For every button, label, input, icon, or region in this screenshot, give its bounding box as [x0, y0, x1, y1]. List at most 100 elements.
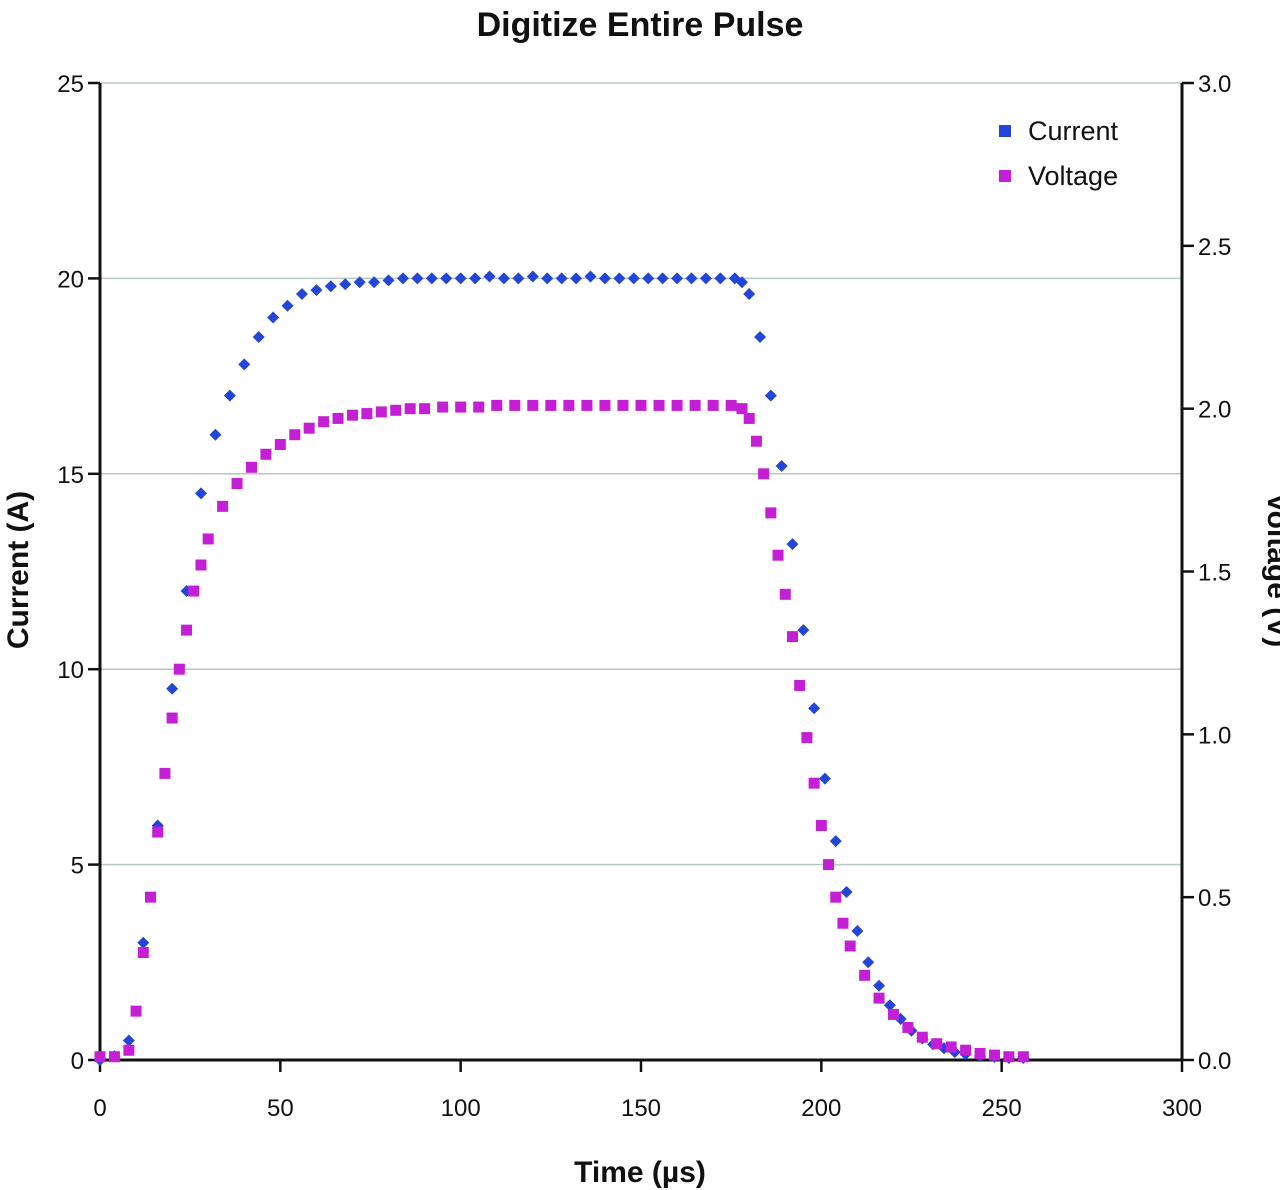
x-tick-label: 100	[441, 1095, 481, 1122]
data-point	[137, 936, 150, 949]
data-point	[491, 399, 503, 411]
data-point	[195, 559, 207, 571]
data-point	[252, 331, 265, 344]
data-point	[123, 1044, 135, 1056]
data-point	[883, 999, 896, 1012]
data-point	[797, 624, 810, 637]
tick-labels: 0 5 10 15 20 25 0.0 0.5 1.0 1.5 2.0 2.5 3.0 0 50 100 150…	[57, 71, 1231, 1122]
x-tick-label: 150	[621, 1095, 661, 1122]
data-point	[862, 956, 875, 969]
data-point	[419, 403, 431, 415]
data-point	[469, 272, 482, 285]
data-point	[526, 270, 539, 283]
data-point	[598, 272, 611, 285]
data-point	[1017, 1051, 1029, 1063]
data-point	[916, 1031, 928, 1043]
data-point	[808, 777, 820, 789]
legend-label: Current	[1028, 116, 1119, 146]
data-point	[396, 272, 409, 285]
data-point	[772, 549, 784, 561]
data-point	[202, 533, 214, 545]
data-point	[289, 429, 301, 441]
data-point	[527, 399, 539, 411]
x-tick-label: 300	[1162, 1095, 1202, 1122]
data-point	[223, 389, 236, 402]
data-point	[217, 500, 229, 512]
y-axis-label: Current (A)	[2, 491, 35, 649]
data-point	[873, 992, 885, 1004]
x-tick-label: 0	[93, 1095, 106, 1122]
data-point	[260, 448, 272, 460]
data-point	[188, 585, 200, 597]
data-point	[411, 272, 424, 285]
y-tick-label: 15	[57, 462, 84, 489]
data-point	[840, 885, 853, 898]
y-tick-label: 20	[57, 266, 84, 293]
y2-tick-label: 0.5	[1198, 885, 1231, 912]
data-point	[303, 422, 315, 434]
data-point	[837, 917, 849, 929]
data-point	[512, 272, 525, 285]
y2-tick-label: 1.0	[1198, 722, 1231, 749]
data-point	[159, 767, 171, 779]
data-point	[404, 403, 416, 415]
data-point	[295, 288, 308, 301]
data-point	[497, 272, 510, 285]
data-point	[599, 399, 611, 411]
data-point	[173, 663, 185, 675]
data-point	[231, 478, 243, 490]
chart-title: Digitize Entire Pulse	[477, 6, 804, 44]
data-point	[238, 358, 251, 371]
axes	[88, 81, 1194, 1072]
data-point	[455, 401, 467, 413]
data-point	[473, 401, 485, 413]
legend-label: Voltage	[1028, 161, 1118, 191]
data-point	[166, 712, 178, 724]
data-point	[563, 399, 575, 411]
data-marks	[94, 270, 1030, 1066]
data-point	[144, 891, 156, 903]
data-point	[931, 1038, 943, 1050]
data-point	[887, 1008, 899, 1020]
data-point	[332, 412, 344, 424]
data-point	[823, 859, 835, 871]
data-point	[815, 820, 827, 832]
data-point	[152, 826, 164, 838]
data-point	[375, 406, 387, 418]
data-point	[725, 399, 737, 411]
data-point	[851, 925, 864, 938]
data-point	[437, 401, 449, 413]
data-point	[267, 311, 280, 324]
data-point	[775, 459, 788, 472]
data-point	[873, 979, 886, 992]
data-point	[541, 272, 554, 285]
data-point	[245, 461, 257, 473]
legend-item-current: Current	[999, 116, 1119, 146]
x-tick-label: 50	[267, 1095, 294, 1122]
data-point	[844, 940, 856, 952]
data-point	[960, 1044, 972, 1056]
data-point	[689, 399, 701, 411]
data-point	[656, 272, 669, 285]
x-tick-label: 200	[801, 1095, 841, 1122]
y2-tick-label: 2.0	[1198, 397, 1231, 424]
data-point	[584, 270, 597, 283]
data-point	[570, 272, 583, 285]
data-point	[818, 772, 831, 785]
y2-axis-label: Voltage (V)	[1261, 493, 1280, 647]
data-point	[707, 399, 719, 411]
data-point	[736, 403, 748, 415]
legend-item-voltage: Voltage	[999, 161, 1118, 191]
data-point	[353, 276, 366, 289]
data-point	[181, 624, 193, 636]
data-point	[361, 408, 373, 420]
data-point	[642, 272, 655, 285]
data-point	[794, 679, 806, 691]
data-point	[617, 399, 629, 411]
data-point	[945, 1041, 957, 1053]
data-point	[454, 272, 467, 285]
y-tick-label: 0	[71, 1048, 84, 1075]
data-point	[194, 487, 207, 500]
data-point	[545, 399, 557, 411]
